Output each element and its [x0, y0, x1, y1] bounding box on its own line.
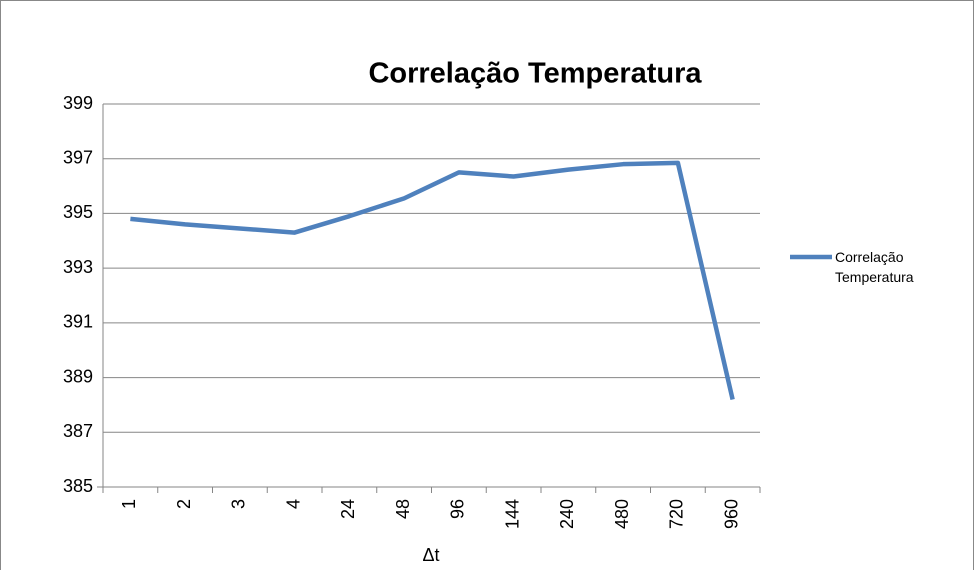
- x-tick-label: 240: [557, 499, 577, 529]
- y-tick-label: 387: [63, 421, 93, 441]
- y-tick-label: 389: [63, 366, 93, 386]
- y-tick-label: 395: [63, 202, 93, 222]
- y-tick-label: 391: [63, 312, 93, 332]
- x-tick-label: 144: [502, 499, 522, 529]
- data-line: [130, 160, 735, 400]
- x-tick-label: 2: [174, 499, 194, 509]
- x-tick-label: 96: [448, 499, 468, 519]
- chart-title: Correlação Temperatura: [368, 58, 702, 90]
- y-tick-label: 385: [63, 476, 93, 496]
- x-tick-label: 3: [229, 499, 249, 509]
- y-tick-label: 393: [63, 257, 93, 277]
- x-tick-label: 960: [721, 499, 741, 529]
- x-tick-label: 4: [283, 499, 303, 509]
- x-tick-label: 480: [612, 499, 632, 529]
- x-tick-label: 720: [667, 499, 687, 529]
- y-tick-label: 397: [63, 147, 93, 167]
- x-tick-label: 1: [119, 499, 139, 509]
- legend-label: Correlação Temperatura: [835, 249, 914, 285]
- x-tick-label: 24: [338, 499, 358, 519]
- x-axis-title: Δt: [422, 545, 439, 565]
- x-tick-label: 48: [393, 499, 413, 519]
- y-tick-label: 399: [63, 93, 93, 113]
